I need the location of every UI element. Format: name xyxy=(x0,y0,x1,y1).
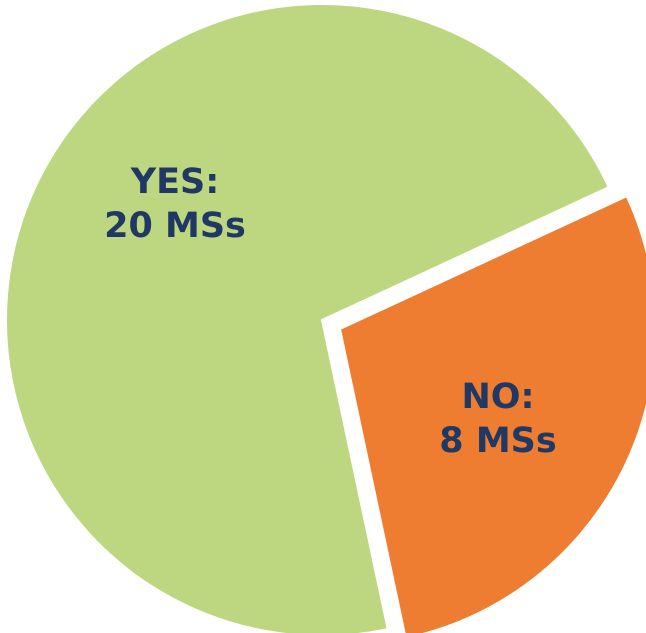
slice-value-label: 20 MSs xyxy=(104,206,246,246)
pie-slice xyxy=(5,3,611,633)
slice-category-label: YES: xyxy=(130,162,219,202)
slice-category-label: NO: xyxy=(461,377,534,417)
slice-value-label: 8 MSs xyxy=(439,421,556,461)
pie-slice xyxy=(338,194,646,633)
